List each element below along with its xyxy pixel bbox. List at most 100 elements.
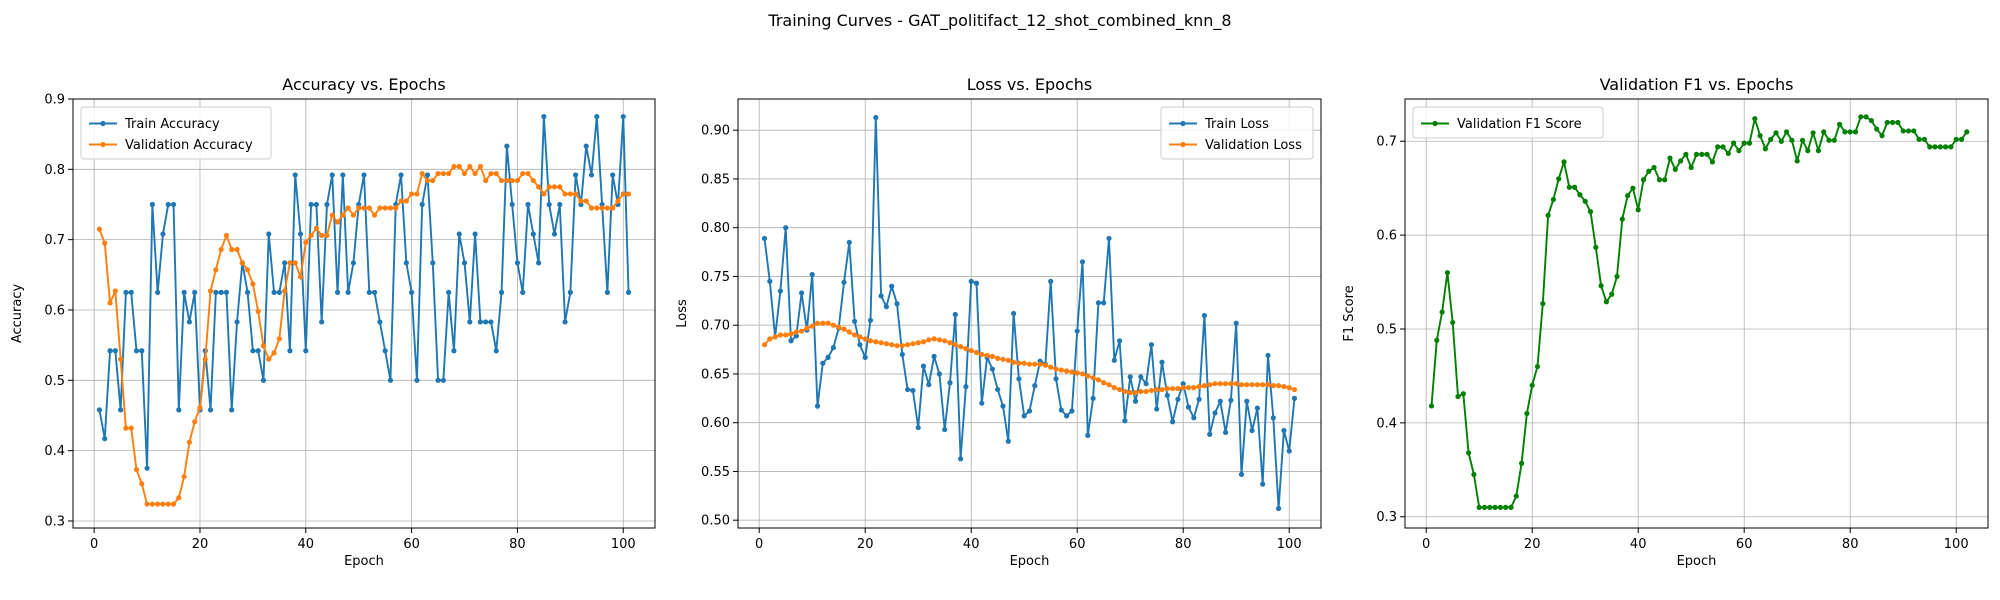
data-point — [245, 289, 251, 295]
x-tick-label: 40 — [298, 537, 315, 552]
y-tick-label: 0.65 — [701, 367, 730, 382]
data-point — [905, 342, 911, 348]
y-tick-label: 0.4 — [1376, 416, 1397, 431]
data-point — [1095, 300, 1101, 306]
data-point — [1122, 418, 1128, 424]
data-point — [329, 172, 335, 178]
data-point — [793, 329, 799, 335]
data-point — [1207, 382, 1213, 388]
x-tick-label: 60 — [1736, 537, 1753, 552]
data-point — [1032, 383, 1038, 389]
data-point — [366, 289, 372, 295]
data-point — [1180, 385, 1186, 391]
data-point — [541, 113, 547, 120]
data-point — [1180, 381, 1186, 387]
y-tick-label: 0.75 — [701, 270, 730, 285]
data-point — [995, 386, 1001, 393]
data-point — [1561, 159, 1567, 165]
data-point — [557, 184, 563, 190]
data-point — [128, 425, 134, 431]
x-tick-label: 0 — [755, 537, 763, 552]
data-point — [604, 205, 610, 211]
data-point — [1079, 371, 1086, 377]
data-point — [112, 348, 118, 354]
data-point — [1603, 299, 1609, 305]
data-point — [271, 350, 277, 356]
data-point — [610, 172, 616, 178]
data-point — [1678, 158, 1684, 164]
data-point — [1911, 128, 1917, 134]
data-point — [573, 172, 579, 178]
data-point — [440, 170, 446, 177]
data-point — [1513, 493, 1519, 499]
data-point — [1619, 216, 1625, 222]
data-point — [1011, 310, 1017, 317]
data-point — [1598, 283, 1604, 289]
data-point — [128, 289, 134, 295]
data-point — [250, 348, 256, 354]
data-point — [1858, 114, 1864, 120]
legend-box — [80, 106, 272, 160]
data-point — [446, 170, 452, 177]
data-point — [456, 163, 462, 170]
data-point — [926, 337, 932, 343]
data-point — [430, 260, 436, 266]
x-axis-label: Epoch — [1010, 554, 1050, 569]
data-point — [393, 205, 399, 211]
data-point — [1815, 148, 1821, 154]
data-point — [472, 231, 478, 237]
data-point — [825, 354, 831, 360]
data-point — [112, 288, 118, 294]
data-point — [1148, 387, 1154, 394]
data-point — [377, 205, 383, 211]
data-point — [102, 436, 108, 442]
data-point — [1143, 381, 1149, 387]
series-2 — [761, 320, 1298, 396]
data-point — [1550, 196, 1556, 203]
data-point — [398, 172, 404, 178]
y-tick-label: 0.5 — [44, 374, 65, 389]
data-point — [1286, 448, 1292, 454]
data-point — [1831, 137, 1837, 143]
data-point — [1138, 388, 1144, 395]
data-point — [1064, 413, 1070, 419]
data-point — [594, 205, 600, 211]
data-point — [1688, 164, 1694, 171]
data-point — [144, 501, 150, 507]
legend-label: Train Loss — [1204, 117, 1269, 132]
y-tick-label: 0.7 — [1376, 135, 1397, 150]
subplot-1: 0 20 40 60 80 100 0.3 0.4 0.5 0.6 0.7 0.8 0.9 Accurac… — [10, 75, 656, 569]
data-point — [804, 325, 810, 331]
data-point — [181, 474, 187, 480]
data-point — [266, 356, 272, 362]
data-point — [799, 290, 805, 296]
data-point — [1185, 385, 1192, 391]
data-point — [160, 501, 166, 507]
data-point — [788, 338, 794, 344]
data-point — [1439, 309, 1445, 315]
data-point — [1503, 504, 1509, 510]
data-point — [435, 170, 441, 177]
data-point — [435, 377, 441, 383]
data-point — [1244, 398, 1250, 404]
data-point — [118, 407, 124, 413]
data-point — [102, 240, 108, 246]
legend: Validation F1 Score — [1412, 106, 1604, 139]
data-point — [1005, 438, 1011, 444]
subplot-title: Loss vs. Epochs — [967, 75, 1092, 94]
data-point — [1223, 381, 1229, 387]
data-point — [846, 329, 852, 335]
data-point — [1508, 504, 1514, 510]
data-point — [176, 407, 182, 413]
y-tick-label: 0.6 — [1376, 229, 1397, 244]
data-point — [451, 163, 457, 170]
plot-area — [73, 99, 655, 528]
data-point — [1614, 273, 1620, 280]
data-point — [303, 348, 309, 354]
data-point — [1789, 137, 1795, 143]
data-point — [1868, 117, 1874, 124]
data-point — [1106, 235, 1112, 242]
data-point — [123, 425, 129, 431]
data-point — [1444, 270, 1450, 276]
data-point — [761, 235, 768, 242]
